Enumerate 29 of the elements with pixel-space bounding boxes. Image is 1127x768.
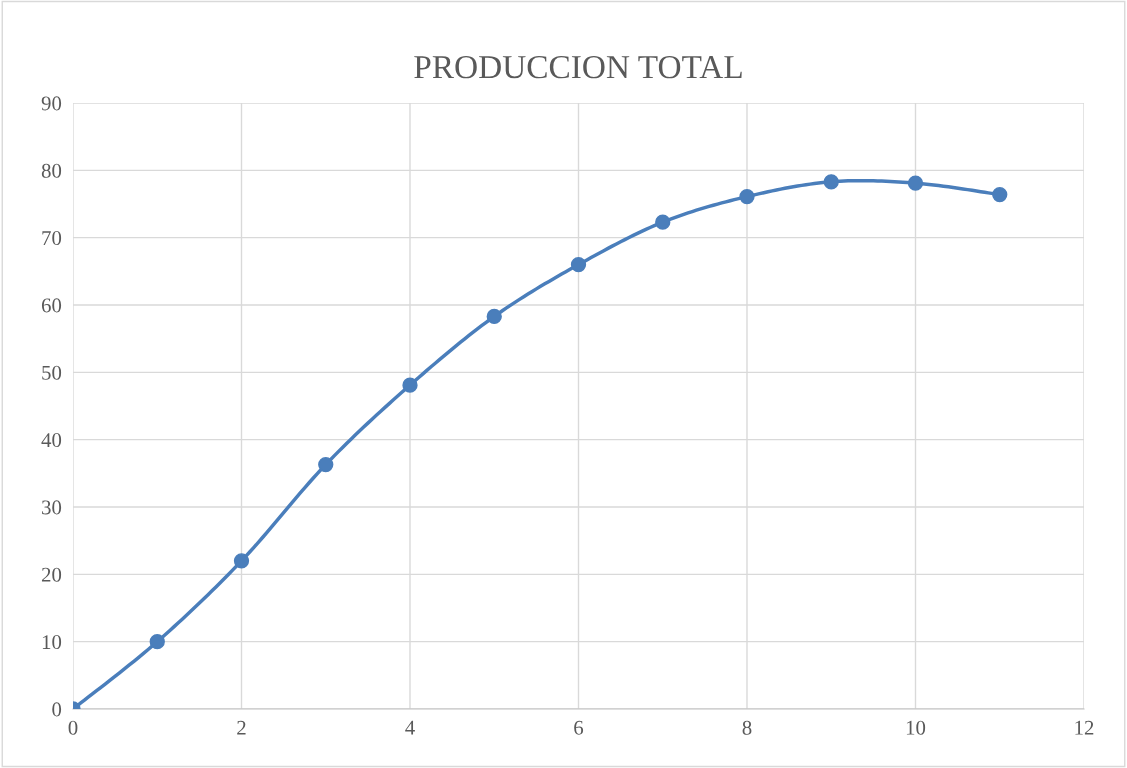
chart-title: PRODUCCION TOTAL (414, 55, 742, 79)
y-tick-label: 10 (42, 635, 62, 650)
point (233, 553, 250, 569)
point (655, 214, 671, 230)
y-tick-label: 40 (41, 433, 62, 448)
point (907, 175, 924, 191)
y-tick-label: 20 (41, 567, 62, 582)
x-tick-label: 4 (405, 720, 415, 735)
point (739, 188, 755, 205)
point (486, 308, 502, 325)
point (402, 377, 418, 393)
y-tick-label: 60 (41, 298, 62, 313)
x-tick-label: 6 (574, 720, 584, 735)
point (823, 174, 839, 190)
x-tick-label: 10 (906, 720, 926, 735)
x-tick-label: 8 (742, 720, 752, 735)
point (318, 456, 334, 473)
y-tick-label: 0 (52, 702, 62, 717)
y-tick-label: 50 (42, 365, 62, 380)
y-tick-label: 70 (42, 231, 62, 246)
point (992, 186, 1008, 203)
x-tick-label: 0 (68, 720, 78, 735)
y-tick-label: 90 (41, 96, 62, 111)
x-tick-label: 2 (237, 720, 246, 735)
x-tick-label: 12 (1075, 720, 1094, 735)
y-tick-label: 30 (42, 500, 62, 515)
point (149, 634, 165, 650)
y-tick-label: 80 (41, 163, 62, 178)
point (570, 256, 587, 273)
